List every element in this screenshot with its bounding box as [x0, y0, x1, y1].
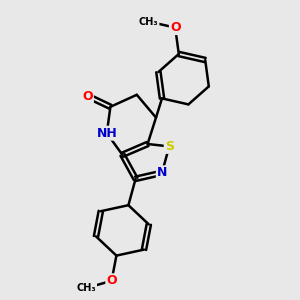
Text: N: N — [157, 166, 167, 179]
Text: CH₃: CH₃ — [76, 283, 96, 293]
Text: O: O — [106, 274, 117, 287]
Text: S: S — [165, 140, 174, 153]
Text: O: O — [82, 89, 93, 103]
Text: O: O — [170, 21, 181, 34]
Text: NH: NH — [96, 127, 117, 140]
Text: CH₃: CH₃ — [139, 16, 159, 27]
